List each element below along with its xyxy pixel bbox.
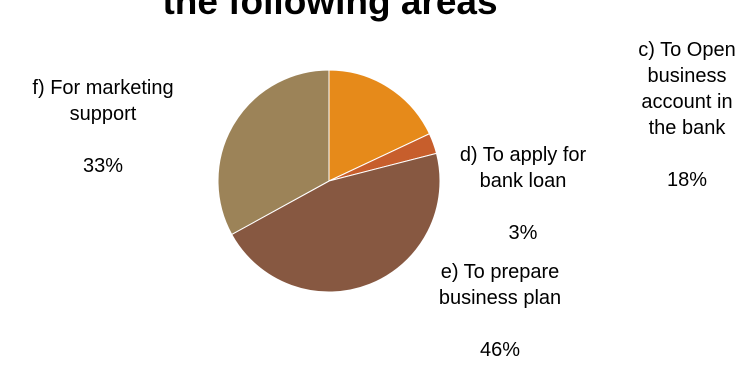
slice-label-name: e) To prepare business plan xyxy=(438,261,562,309)
slice-label-name: c) To Open business account in the bank xyxy=(638,39,736,139)
slice-label-percent: 3% xyxy=(508,222,538,244)
slice-label-business-plan: e) To prepare business plan 46% xyxy=(417,233,583,389)
pie-slice-0 xyxy=(328,69,431,182)
slice-label-percent: 18% xyxy=(666,169,708,191)
slice-label-name: d) To apply for bank loan xyxy=(459,144,587,192)
slice-label-percent: 33% xyxy=(82,155,124,177)
slice-label-name: f) For marketing support xyxy=(32,77,174,125)
slice-label-business-account: c) To Open business account in the bank … xyxy=(628,11,746,219)
slice-label-bank-loan: d) To apply for bank loan 3% xyxy=(432,116,614,272)
pie-slice-2 xyxy=(231,152,441,293)
slice-label-marketing-support: f) For marketing support 33% xyxy=(0,49,206,205)
pie-slice-3 xyxy=(217,69,330,236)
pie-chart xyxy=(217,69,441,293)
chart-title: the following areas xyxy=(162,0,498,22)
slice-label-percent: 46% xyxy=(479,339,521,361)
